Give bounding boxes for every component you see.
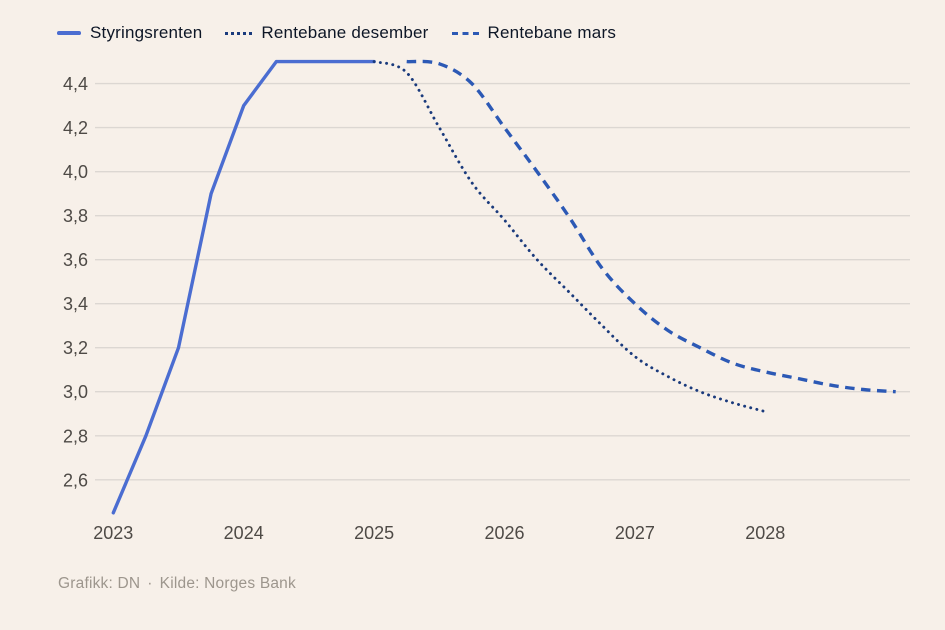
y-tick-label: 2,8 (63, 426, 88, 446)
legend-label: Rentebane desember (261, 23, 429, 42)
dotted-line-swatch-icon (225, 31, 253, 35)
series-line-styringsrenten (111, 59, 376, 515)
series-line-rentebane-mars (406, 59, 896, 394)
y-tick-label: 3,4 (63, 294, 88, 314)
series-line-rentebane-desember (372, 60, 767, 414)
x-tick-label: 2023 (93, 523, 133, 543)
y-tick-label: 3,8 (63, 206, 88, 226)
chart-legend: Styringsrenten Rentebane desember Renteb… (57, 20, 616, 46)
x-tick-label: 2026 (484, 523, 524, 543)
footer-separator: · (147, 575, 153, 592)
y-tick-label: 3,0 (63, 382, 88, 402)
y-tick-label: 3,2 (63, 338, 88, 358)
source-credit: Kilde: Norges Bank (159, 575, 296, 592)
graphics-credit: Grafikk: DN (58, 575, 141, 592)
x-tick-label: 2025 (354, 523, 394, 543)
y-tick-label: 2,6 (63, 470, 88, 490)
y-tick-label: 3,6 (63, 250, 88, 270)
y-tick-label: 4,2 (63, 118, 88, 138)
x-tick-label: 2024 (224, 523, 264, 543)
legend-item-styringsrenten: Styringsrenten (57, 23, 202, 43)
legend-label: Styringsrenten (90, 23, 203, 42)
dashed-line-swatch-icon (451, 31, 479, 35)
x-tick-label: 2027 (615, 523, 655, 543)
y-tick-label: 4,0 (63, 162, 88, 182)
legend-label: Rentebane mars (487, 23, 617, 42)
legend-item-rentebane-desember: Rentebane desember (225, 23, 428, 43)
x-tick-label: 2028 (745, 523, 785, 543)
chart-footer: Grafikk: DN · Kilde: Norges Bank (58, 575, 296, 593)
legend-item-rentebane-mars: Rentebane mars (451, 23, 617, 43)
y-tick-label: 4,4 (63, 74, 88, 94)
solid-line-swatch-icon (57, 31, 81, 35)
